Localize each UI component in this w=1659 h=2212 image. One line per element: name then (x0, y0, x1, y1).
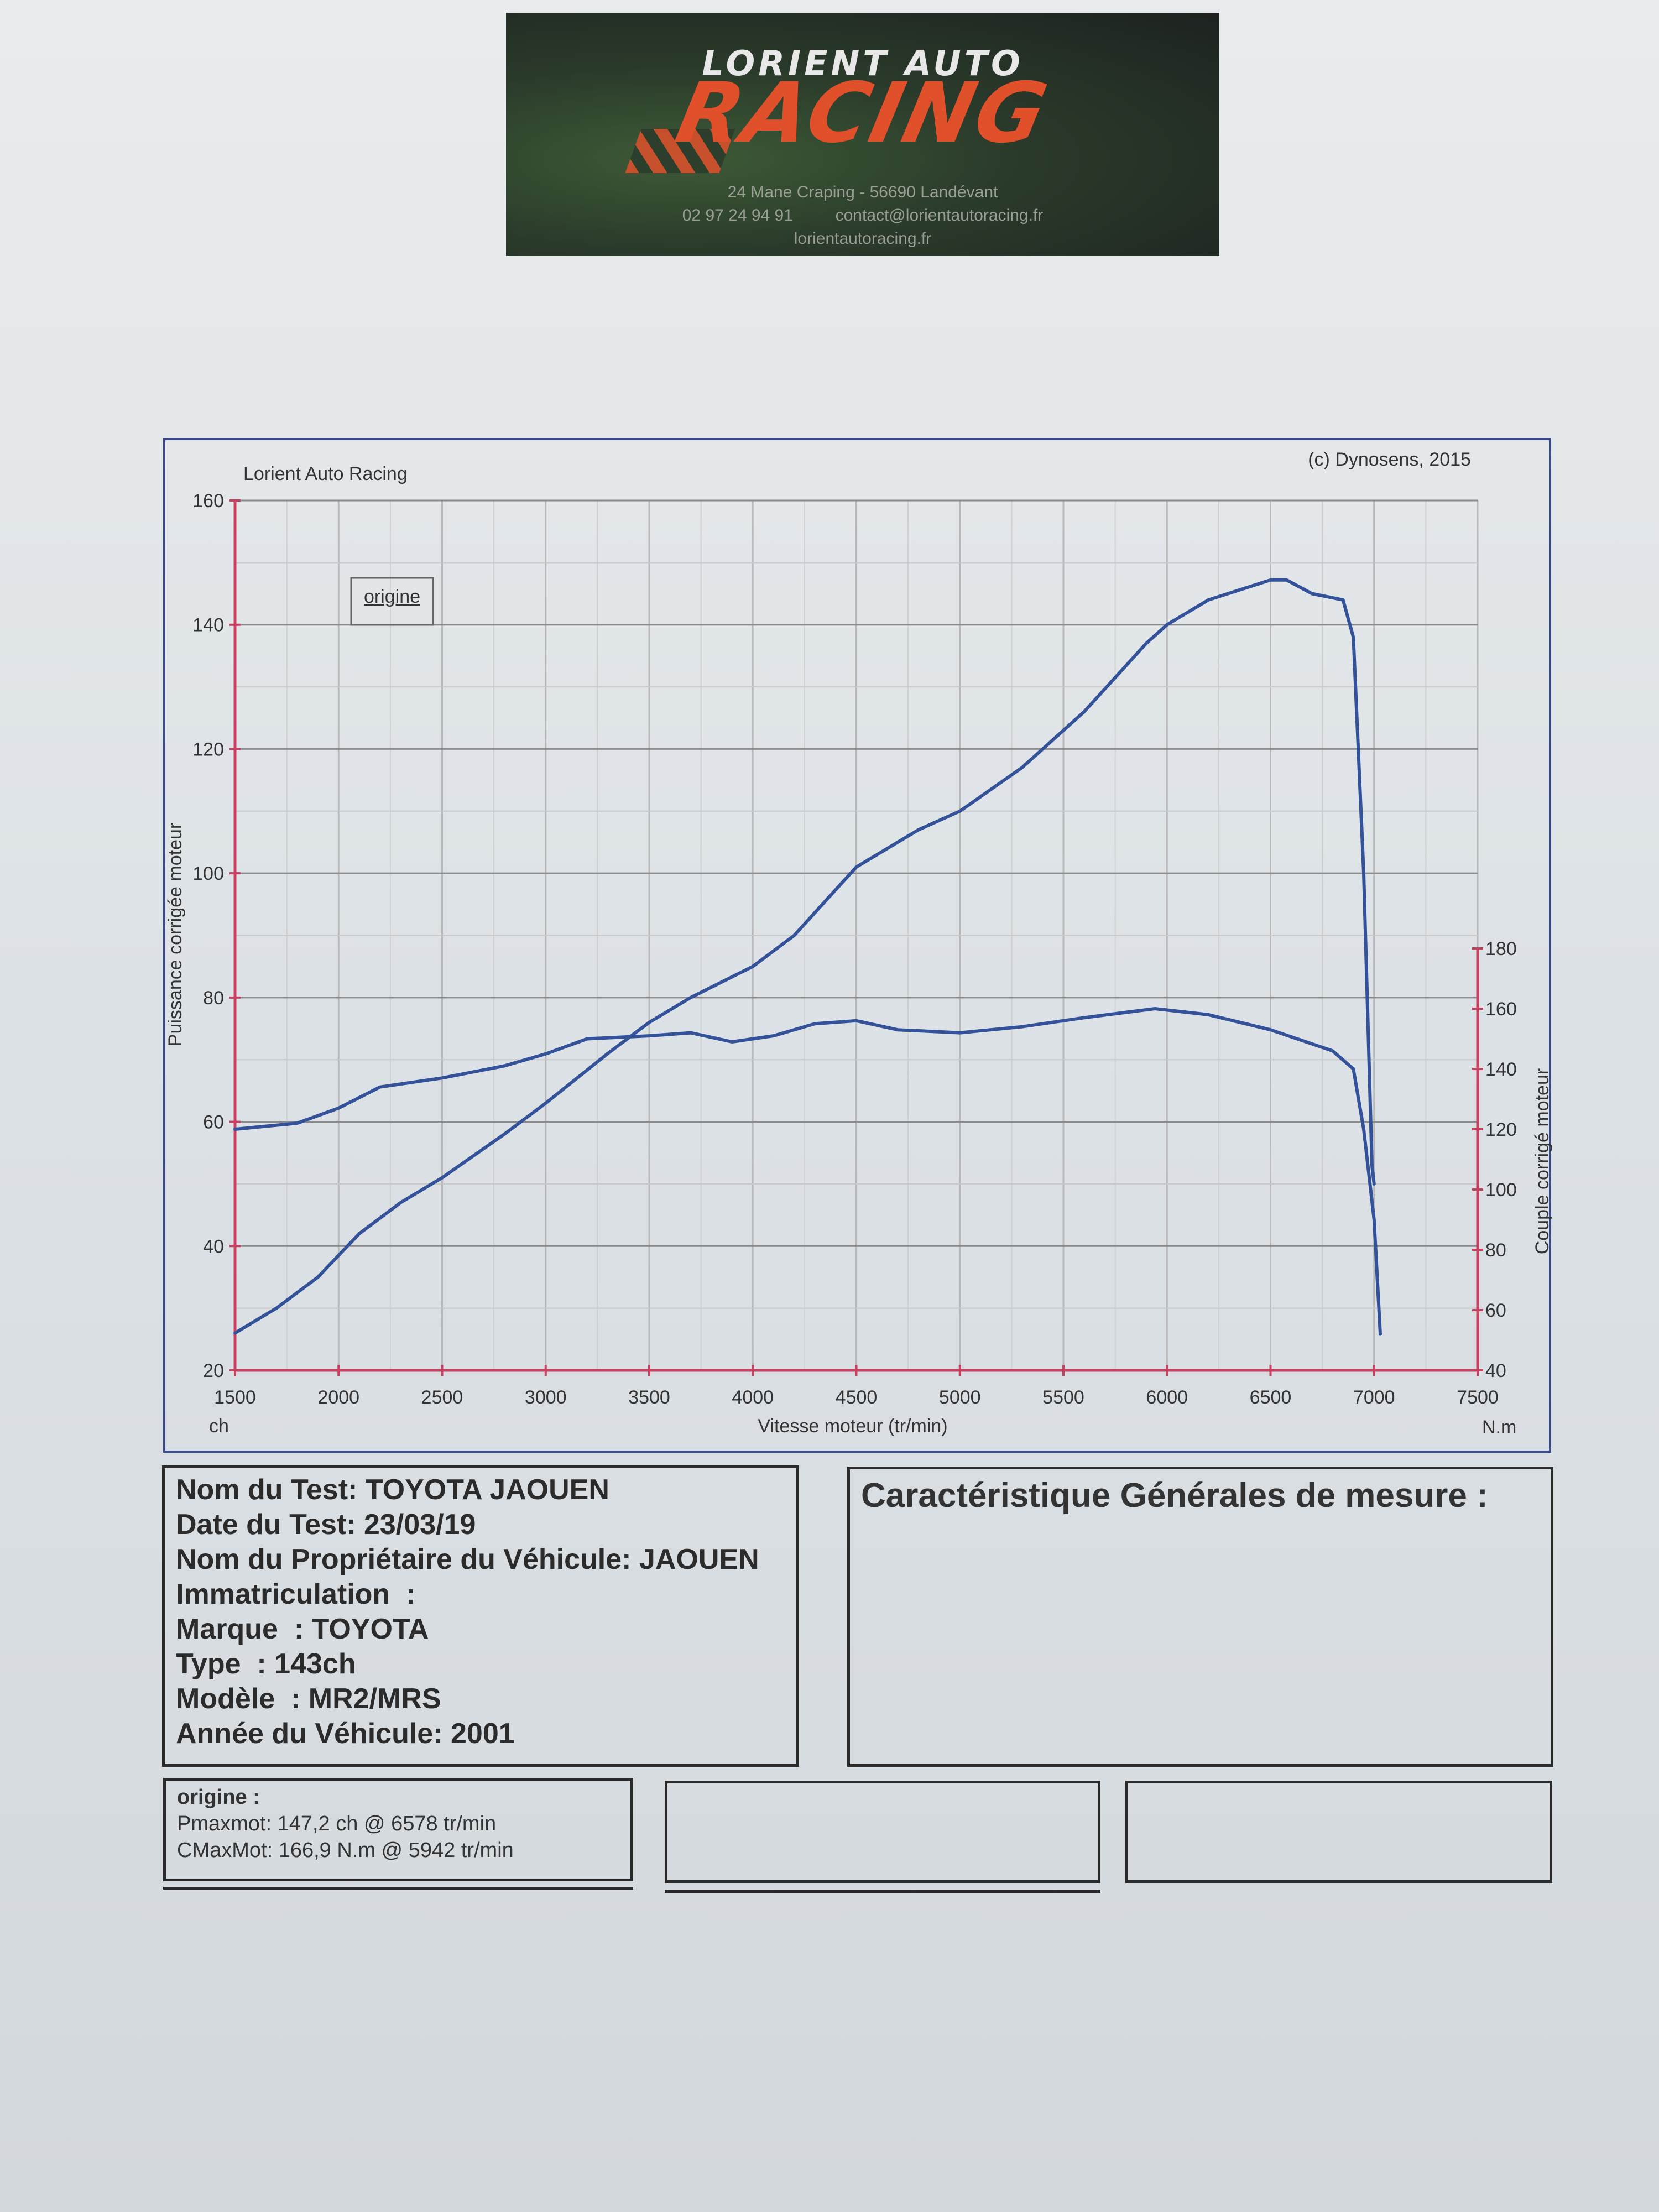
vehicle-info-label: Année du Véhicule: (176, 1718, 443, 1750)
logo-phone: 02 97 24 94 91 (682, 206, 793, 225)
logo-address: 24 Mane Craping - 56690 Landévant (727, 183, 998, 201)
empty-box-2 (665, 1781, 1100, 1883)
results-title: origine : (177, 1786, 260, 1809)
vehicle-info-label: Nom du Test: (176, 1474, 358, 1506)
logo-contact: 02 97 24 94 91 contact@lorientautoracing… (506, 206, 1219, 225)
vehicle-info-line: Date du Test: 23/03/19 (176, 1507, 785, 1542)
vehicle-info-value: : 143ch (241, 1648, 356, 1680)
pmax-value: Pmaxmot: 147,2 ch @ 6578 tr/min (177, 1812, 497, 1835)
logo-banner: LORIENT AUTO RACING 24 Mane Craping - 56… (506, 13, 1219, 256)
vehicle-info-label: Immatriculation (176, 1578, 390, 1610)
vehicle-info-value: JAOUEN (631, 1543, 759, 1575)
vehicle-info-value: : TOYOTA (278, 1613, 429, 1645)
vehicle-info-line: Modèle : MR2/MRS (176, 1682, 785, 1717)
vehicle-info-box: Nom du Test: TOYOTA JAOUEN Date du Test: … (162, 1465, 799, 1767)
empty-box-2-underline (665, 1890, 1100, 1893)
logo-main-text: RACING (668, 65, 1057, 161)
chart-frame (163, 438, 1551, 1453)
results-underline (163, 1887, 633, 1890)
vehicle-info-label: Nom du Propriétaire du Véhicule: (176, 1543, 632, 1575)
characteristics-title: Caractéristique Générales de mesure : (861, 1477, 1488, 1515)
vehicle-info-label: Date du Test: (176, 1509, 356, 1541)
vehicle-info-line: Immatriculation : (176, 1577, 785, 1612)
vehicle-info-line: Nom du Propriétaire du Véhicule: JAOUEN (176, 1542, 785, 1577)
vehicle-info-line: Nom du Test: TOYOTA JAOUEN (176, 1473, 785, 1507)
characteristics-box: Caractéristique Générales de mesure : (847, 1467, 1553, 1767)
empty-box-3 (1125, 1781, 1552, 1883)
logo-website: lorientautoracing.fr (794, 229, 932, 248)
vehicle-info-label: Type (176, 1648, 241, 1680)
vehicle-info-label: Marque (176, 1613, 278, 1645)
vehicle-info-line: Marque : TOYOTA (176, 1612, 785, 1647)
vehicle-info-line: Type : 143ch (176, 1647, 785, 1682)
vehicle-info-value: : MR2/MRS (275, 1683, 441, 1715)
vehicle-info-value: : (390, 1578, 416, 1610)
vehicle-info-label: Modèle (176, 1683, 275, 1715)
vehicle-info-value: 23/03/19 (356, 1509, 476, 1541)
results-box: origine : Pmaxmot: 147,2 ch @ 6578 tr/mi… (163, 1778, 633, 1881)
logo-top-text: LORIENT AUTO (702, 43, 1024, 84)
cmax-value: CMaxMot: 166,9 N.m @ 5942 tr/min (177, 1839, 514, 1862)
vehicle-info-value: 2001 (442, 1718, 515, 1750)
vehicle-info-line: Année du Véhicule: 2001 (176, 1717, 785, 1751)
logo-email: contact@lorientautoracing.fr (835, 206, 1044, 225)
vehicle-info-value: TOYOTA JAOUEN (357, 1474, 609, 1506)
